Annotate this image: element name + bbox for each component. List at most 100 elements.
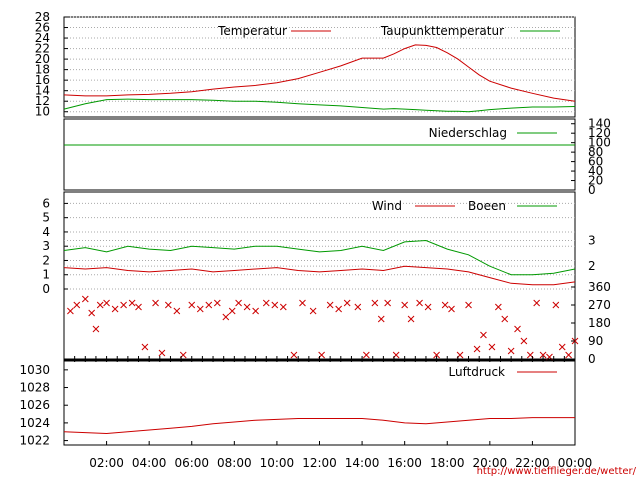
wind-direction-marker: [252, 307, 259, 315]
wind-direction-marker: [188, 301, 196, 309]
y-tick-label: 26: [35, 21, 50, 35]
wind-direction-marker: [507, 347, 515, 355]
wind-direction-marker: [539, 351, 547, 359]
wind-direction-marker: [326, 301, 334, 309]
x-tick-label: 02:00: [89, 456, 124, 470]
wind-direction-marker: [120, 301, 127, 309]
wind-direction-marker: [424, 303, 432, 311]
y-tick-label: 120: [588, 126, 611, 140]
wind-direction-marker: [494, 303, 502, 311]
wind-direction-marker: [111, 305, 119, 313]
wind-direction-marker: [279, 303, 287, 311]
y-tick-label: 1026: [19, 398, 50, 412]
wind-direction-marker: [371, 299, 379, 307]
series-line-boeen: [63, 239, 576, 276]
x-tick-label: 22:00: [515, 456, 550, 470]
wind-direction-marker: [384, 299, 391, 307]
wind-direction-marker: [465, 301, 472, 309]
y-tick-label: 12: [35, 94, 50, 108]
wind-direction-marker: [343, 299, 351, 307]
beaufort-tick-label: 2: [588, 259, 596, 273]
y-tick-label: 22: [35, 42, 50, 56]
beaufort-tick-label: 3: [588, 234, 596, 248]
wind-direction-marker: [565, 351, 572, 359]
x-tick-label: 18:00: [430, 456, 465, 470]
y-tick-label: 80: [588, 145, 603, 159]
x-tick-label: 04:00: [132, 456, 167, 470]
wind-direction-marker: [135, 303, 142, 311]
wind-direction-marker: [96, 301, 104, 309]
x-tick-label: 00:00: [558, 456, 593, 470]
wind-direction-marker: [205, 301, 213, 309]
wind-direction-marker: [196, 305, 204, 313]
y-tick-label: 1022: [19, 434, 50, 448]
wind-direction-marker: [290, 351, 298, 359]
wind-direction-marker: [473, 345, 481, 353]
legend-label: Boeen: [468, 199, 506, 213]
y-tick-label: 24: [35, 31, 50, 45]
wind-direction-marker: [501, 315, 509, 323]
y-tick-label: 0: [588, 183, 596, 197]
wind-direction-marker: [401, 301, 409, 309]
wind-direction-marker: [88, 309, 96, 317]
wind-direction-marker: [158, 349, 166, 357]
series-line-wind: [63, 265, 576, 286]
wind-direction-marker: [262, 299, 270, 307]
legend-label: Taupunkttemperatur: [380, 24, 504, 38]
x-tick-label: 06:00: [174, 456, 209, 470]
axis-labels: 1012141618202224262802040608010012014001…: [19, 10, 610, 470]
wind-direction-marker: [235, 299, 242, 307]
y-tick-label: 1028: [19, 381, 50, 395]
legend-label: Niederschlag: [429, 126, 507, 140]
wind-direction-marker: [433, 351, 440, 359]
y-tick-label: 0: [588, 352, 596, 366]
wind-direction-marker: [309, 307, 317, 315]
data-series: [63, 44, 579, 435]
wind-direction-marker: [552, 301, 560, 309]
wind-direction-marker: [480, 331, 487, 339]
legend-label: Wind: [372, 199, 402, 213]
wind-direction-marker: [243, 303, 251, 311]
wind-direction-marker: [533, 299, 541, 307]
series-line-luftdruck: [63, 417, 575, 435]
y-tick-label: 140: [588, 117, 611, 131]
wind-direction-marker: [407, 315, 415, 323]
y-tick-label: 270: [588, 298, 611, 312]
wind-direction-marker: [377, 315, 385, 323]
wind-direction-marker: [362, 351, 370, 359]
y-tick-label: 1: [42, 268, 50, 282]
y-tick-label: 14: [35, 84, 50, 98]
y-tick-label: 0: [42, 282, 50, 296]
x-tick-label: 16:00: [387, 456, 422, 470]
series-line-taupunkttemperatur: [63, 98, 576, 113]
x-tick-label: 08:00: [217, 456, 252, 470]
y-tick-label: 180: [588, 316, 611, 330]
y-tick-label: 1030: [19, 363, 50, 377]
x-tick-label: 20:00: [473, 456, 508, 470]
y-tick-label: 2: [42, 253, 50, 267]
y-tick-label: 20: [588, 174, 603, 188]
y-tick-label: 360: [588, 280, 611, 294]
y-tick-label: 40: [588, 164, 603, 178]
wind-direction-marker: [416, 299, 423, 307]
y-tick-label: 10: [35, 105, 50, 119]
wind-direction-marker: [228, 307, 236, 315]
legends: Temperatur Taupunkttemperatur Niederschlag…: [217, 24, 560, 379]
wind-direction-marker: [448, 305, 455, 313]
wind-direction-marker: [173, 307, 181, 315]
wind-direction-marker: [141, 343, 149, 351]
panel-frame-precipitation: [63, 118, 576, 191]
wind-direction-marker: [271, 301, 279, 309]
y-tick-label: 1024: [19, 416, 50, 430]
wind-direction-marker: [67, 307, 74, 315]
wind-direction-marker: [520, 337, 528, 345]
wind-direction-marker: [103, 299, 110, 307]
y-tick-label: 5: [42, 211, 50, 225]
wind-direction-marker: [354, 303, 362, 311]
y-tick-label: 20: [35, 52, 50, 66]
legend-label: Temperatur: [217, 24, 287, 38]
wind-direction-marker: [335, 305, 343, 313]
credit-text: http://www.tiefflieger.de/wetter/: [477, 466, 637, 477]
grid-lines: [64, 16, 575, 290]
y-tick-label: 100: [588, 136, 611, 150]
